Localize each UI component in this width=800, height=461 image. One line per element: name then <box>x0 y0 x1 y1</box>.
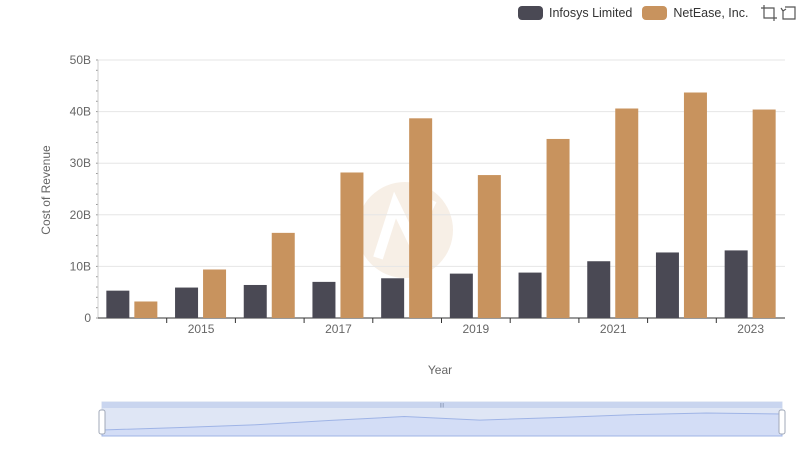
y-axis-label: Cost of Revenue <box>39 145 53 235</box>
bar-netease-2017[interactable] <box>340 172 364 318</box>
x-tick-label: 2015 <box>188 322 215 336</box>
y-axis: 0 10B 20B 30B 40B 50B <box>70 53 99 325</box>
restore-icon[interactable] <box>780 4 798 22</box>
x-axis: 2015 2017 2019 2021 2023 <box>98 317 785 336</box>
zoom-area-icon[interactable] <box>760 4 778 22</box>
bar-infosys-2016[interactable] <box>243 284 267 318</box>
bar-infosys-2014[interactable] <box>106 290 130 318</box>
y-tick-label: 20B <box>70 208 91 222</box>
legend-item-infosys[interactable]: Infosys Limited <box>518 6 632 20</box>
legend-swatch-netease <box>642 6 668 20</box>
data-zoom-overview <box>101 412 783 437</box>
bar-netease-2020[interactable] <box>546 138 570 318</box>
bar-netease-2016[interactable] <box>271 232 295 318</box>
grid-lines <box>98 59 785 267</box>
y-tick-label: 0 <box>84 311 91 325</box>
bar-infosys-2017[interactable] <box>312 281 336 318</box>
legend: Infosys Limited NetEase, Inc. <box>518 4 798 22</box>
x-tick-label: 2017 <box>325 322 352 336</box>
bar-infosys-2021[interactable] <box>587 261 611 318</box>
x-axis-label: Year <box>428 363 452 377</box>
data-zoom-top-bar[interactable] <box>102 402 782 408</box>
bar-netease-2022[interactable] <box>683 92 707 319</box>
bar-infosys-2023[interactable] <box>724 250 748 318</box>
data-zoom-slider[interactable]: III <box>98 401 786 437</box>
bar-infosys-2019[interactable] <box>449 273 473 318</box>
bar-netease-2018[interactable] <box>409 118 433 318</box>
bar-netease-2023[interactable] <box>752 109 776 318</box>
y-tick-label: 40B <box>70 105 91 119</box>
bar-netease-2019[interactable] <box>477 175 501 318</box>
bars <box>106 92 776 319</box>
legend-label-netease: NetEase, Inc. <box>673 6 749 20</box>
x-tick-label: 2023 <box>737 322 764 336</box>
y-tick-label: 30B <box>70 156 91 170</box>
data-zoom-grip[interactable]: III <box>439 404 444 410</box>
legend-label-infosys: Infosys Limited <box>549 6 633 20</box>
watermark-logo <box>357 182 453 278</box>
data-zoom-right-handle[interactable] <box>778 409 786 435</box>
bar-netease-2014[interactable] <box>134 301 158 318</box>
y-tick-label: 50B <box>70 53 91 67</box>
bar-netease-2021[interactable] <box>615 108 639 318</box>
bar-infosys-2020[interactable] <box>518 272 542 318</box>
legend-item-netease[interactable]: NetEase, Inc. <box>642 6 748 20</box>
x-tick-label: 2019 <box>462 322 489 336</box>
bar-infosys-2018[interactable] <box>381 278 405 318</box>
bar-infosys-2022[interactable] <box>655 252 679 318</box>
data-zoom-left-handle[interactable] <box>98 409 106 435</box>
bar-netease-2015[interactable] <box>203 269 227 318</box>
legend-swatch-infosys <box>518 6 543 20</box>
x-tick-label: 2021 <box>600 322 627 336</box>
bar-infosys-2015[interactable] <box>175 287 199 318</box>
y-tick-label: 10B <box>70 259 91 273</box>
